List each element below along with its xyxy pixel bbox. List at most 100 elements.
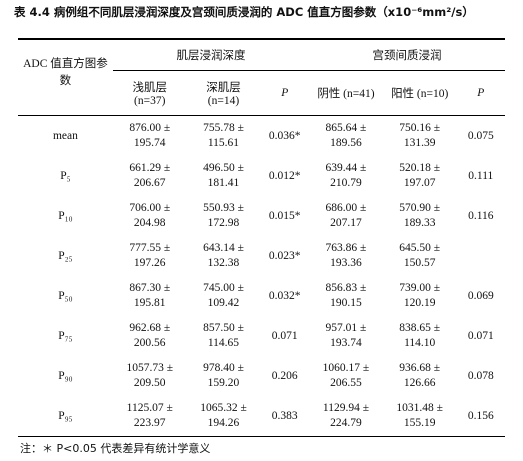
cell-mean: 1125.07 ± [126, 402, 173, 414]
cell: 957.01 ± 193.74 [309, 316, 383, 356]
table-row: P₁₀ 706.00 ± 204.98 550.93 ± 172.98 0.015* 686… [18, 196, 505, 236]
cell-sd: 206.55 [330, 377, 362, 389]
cell: 0.383 [260, 396, 309, 437]
cell-sd: 206.67 [133, 177, 166, 189]
cell: 0.012* [260, 156, 309, 196]
cell: 550.93 ± 172.98 [187, 196, 261, 236]
cell-sd: 195.81 [133, 297, 166, 309]
table-row: P₇₅ 962.68 ± 200.56 857.50 ± 114.65 0.071 957.… [18, 316, 505, 356]
cell: 496.50 ± 181.41 [187, 156, 261, 196]
p-value: 0.383 [271, 409, 298, 422]
cell: 1031.48 ± 155.19 [383, 396, 457, 437]
cell-mean: 570.90 ± [399, 202, 441, 214]
column-header: 阴性 (n=41) [309, 70, 383, 116]
cell-sd: 131.39 [403, 137, 436, 149]
column-header: 浅肌层 (n=37) [112, 70, 187, 116]
cell-sd: 200.56 [133, 337, 166, 349]
cell: 876.00 ± 195.74 [113, 116, 187, 157]
cell-mean: 643.14 ± [203, 242, 244, 254]
cell-mean: 1065.32 ± [200, 402, 247, 414]
p-value: 0.075 [467, 129, 494, 142]
p-value: 0.012* [268, 169, 301, 182]
cell: 1125.07 ± 223.97 [113, 396, 187, 437]
cell: 750.16 ± 131.39 [383, 116, 457, 157]
cell-mean: 706.00 ± [129, 202, 171, 214]
cell: 1129.94 ± 224.79 [309, 396, 383, 437]
table-title: 表 4.4 病例组不同肌层浸润深度及宫颈间质浸润的 ADC 值直方图参数（x10… [14, 5, 474, 19]
cell: 0.069 [457, 276, 505, 316]
cell-mean: 876.00 ± [129, 122, 171, 134]
cell-sd: 193.74 [330, 337, 362, 349]
cell: 661.29 ± 206.67 [113, 156, 187, 196]
cell: 0.071 [260, 316, 309, 356]
cell-mean: 867.30 ± [129, 282, 171, 294]
cell-sd: 210.79 [330, 177, 362, 189]
cell-sd: 197.26 [133, 257, 166, 269]
cell-sd: 126.66 [403, 377, 436, 389]
cell: 857.50 ± 114.65 [187, 316, 261, 356]
cell: 745.00 ± 109.42 [187, 276, 261, 316]
p-value: 0.071 [271, 329, 298, 342]
cell-mean: 661.29 ± [129, 162, 171, 174]
cell: 755.78 ± 115.61 [187, 116, 261, 157]
cell: 643.14 ± 132.38 [187, 236, 261, 276]
cell-sd: 159.20 [207, 377, 240, 389]
cell: 570.90 ± 189.33 [383, 196, 457, 236]
cell-mean: 750.16 ± [399, 122, 441, 134]
cell-mean: 745.00 ± [203, 282, 244, 294]
table-row: P₅₀ 867.30 ± 195.81 745.00 ± 109.42 0.032* 856… [18, 276, 505, 316]
cell-sd: 172.98 [207, 217, 240, 229]
table-row: P₉₀ 1057.73 ± 209.50 978.40 ± 159.20 0.206 106… [18, 356, 505, 396]
cell: 1057.73 ± 209.50 [113, 356, 187, 396]
cell: 0.206 [260, 356, 309, 396]
cell: 686.00 ± 207.17 [309, 196, 383, 236]
param-header: ADC 值直方图参数 [18, 38, 113, 116]
p-value: 0.111 [468, 169, 494, 182]
cell-mean: 1129.94 ± [322, 402, 370, 414]
p-value: 0.036* [268, 129, 301, 142]
cell: 0.156 [457, 396, 505, 437]
cell-sd: 194.26 [207, 417, 240, 429]
cell-mean: 978.40 ± [203, 362, 244, 374]
cell-sd: 115.61 [207, 137, 240, 149]
row-label: P₅₀ [58, 289, 73, 302]
cell-mean: 936.68 ± [399, 362, 441, 374]
group-header: 肌层浸润深度 [112, 38, 310, 71]
cell-sd: 190.15 [330, 297, 362, 309]
cell: 1065.32 ± 194.26 [187, 396, 261, 437]
row-label: P₉₅ [58, 409, 73, 422]
p-value: 0.015* [268, 209, 301, 222]
cell-sd: 204.98 [133, 217, 166, 229]
cell: 856.83 ± 190.15 [309, 276, 383, 316]
cell-sd: 223.97 [133, 417, 166, 429]
table-row: P₉₅ 1125.07 ± 223.97 1065.32 ± 194.26 0.383 11… [18, 396, 505, 437]
cell-sd: 195.74 [133, 137, 166, 149]
cell-mean: 639.44 ± [325, 162, 367, 174]
column-header: P [456, 70, 505, 116]
cell-mean: 550.93 ± [203, 202, 244, 214]
p-value: 0.156 [467, 409, 494, 422]
row-label: P₁₀ [58, 209, 73, 222]
cell-mean: 739.00 ± [399, 282, 441, 294]
cell-sd: 193.36 [330, 257, 362, 269]
cell-mean: 763.86 ± [325, 242, 367, 254]
cell-sd: 189.33 [403, 217, 436, 229]
cell: 0.075 [457, 116, 505, 157]
row-label: P₂₅ [58, 249, 73, 262]
data-table: ADC 值直方图参数 肌层浸润深度 宫颈间质浸润 浅肌层 (n=37) 深肌层 (… [18, 38, 505, 437]
cell: 962.68 ± 200.56 [113, 316, 187, 356]
column-header: 深肌层 (n=14) [186, 70, 261, 116]
cell: 0.078 [457, 356, 505, 396]
column-header: 阳性 (n=10) [382, 70, 457, 116]
group-header: 宫颈间质浸润 [309, 38, 505, 71]
cell: 838.65 ± 114.10 [383, 316, 457, 356]
cell: 936.68 ± 126.66 [383, 356, 457, 396]
table-note: 注：＊ P<0.05 代表差异有统计学意义 [20, 442, 211, 455]
table-row: P₂₅ 777.55 ± 197.26 643.14 ± 132.38 0.023* 763… [18, 236, 505, 276]
cell-mean: 645.50 ± [399, 242, 441, 254]
cell-mean: 686.00 ± [325, 202, 367, 214]
p-value: 0.206 [271, 369, 298, 382]
cell: 978.40 ± 159.20 [187, 356, 261, 396]
cell-mean: 1057.73 ± [126, 362, 173, 374]
